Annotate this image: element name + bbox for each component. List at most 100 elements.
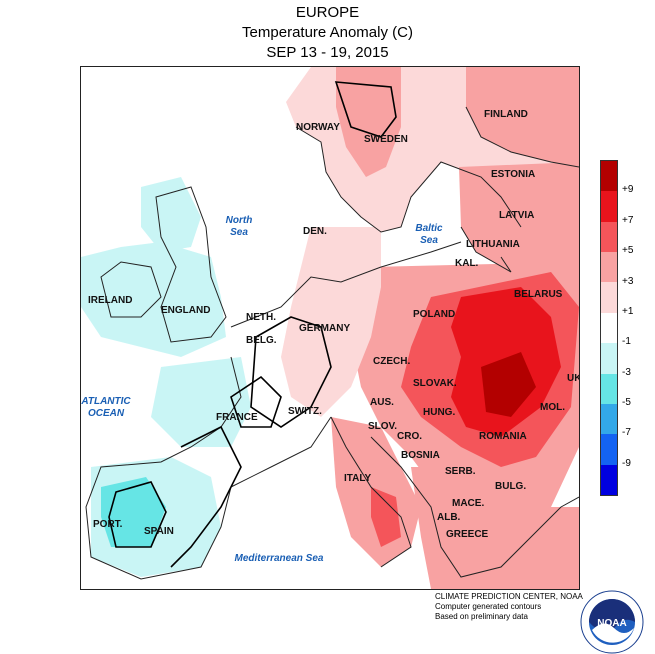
legend-swatch [601,403,617,435]
sweden-anomaly-region [336,67,401,177]
legend-swatch [601,312,617,344]
country-label-romania: ROMANIA [479,431,527,442]
legend-swatch [601,252,617,283]
legend-swatch [601,464,617,495]
sea-label-north-sea-line2: Sea [230,227,248,238]
france-iberia-coastline [85,356,332,580]
country-label-denmark: DEN. [303,226,327,237]
legend-label-minus-5: -5 [622,397,631,408]
noaa-logo: NOAA [580,590,644,654]
sea-label-north-sea-line1: North [225,215,253,226]
legend-swatch [601,282,617,313]
sea-label-baltic-sea-line2: Sea [420,235,438,246]
country-label-finland: FINLAND [484,109,528,120]
coastlines [85,106,579,580]
country-label-norway: NORWAY [296,122,340,133]
finland-anomaly-region [466,67,579,167]
country-label-bulgaria: BULG. [495,481,527,492]
legend-swatch [601,343,617,374]
western-france-anomaly-region [151,357,251,447]
legend-label-plus-1: +1 [622,306,634,317]
continental-coastline [230,241,462,328]
country-label-croatia: CRO. [397,431,422,442]
country-label-austria: AUS. [370,397,394,408]
country-label-czechia: CZECH. [373,356,411,367]
legend-label-minus-9: -9 [622,458,631,469]
sea-label-baltic-sea: Baltic Sea [409,223,449,247]
western-europe-contour [170,425,242,568]
legend-swatch [601,191,617,222]
sea-label-mediterranean-sea: Mediterranean Sea [219,553,339,565]
legend-label-plus-3: +3 [622,276,634,287]
country-label-greece: GREECE [446,529,489,540]
sea-label-atlantic-ocean: ATLANTIC OCEAN [81,396,131,420]
country-label-macedonia: MACE. [452,498,485,509]
country-label-england: ENGLAND [161,305,211,316]
norway-coastline [295,126,522,233]
central-europe-contour [250,316,332,428]
country-label-germany: GERMANY [299,323,351,334]
legend-swatch [601,434,617,465]
sea-label-baltic-sea-line1: Baltic [415,223,443,234]
country-label-slovenia: SLOV. [368,421,398,432]
british-isles-anomaly-region [81,242,226,357]
sea-label-atlantic-line2: OCEAN [87,408,125,419]
legend-swatch [601,221,617,253]
southern-italy-warm-spot [371,487,401,547]
british-isles-coastline [100,261,162,318]
anomaly-map: FINLAND NORWAY SWEDEN ESTONIA LATVIA LIT… [80,66,580,590]
legend-label-minus-7: -7 [622,427,631,438]
country-label-latvia: LATVIA [499,210,535,221]
central-iberia-cool-spot [101,477,166,547]
sweden-contour [334,81,397,138]
country-label-sweden: SWEDEN [364,134,408,145]
central-europe-anomaly-region [281,227,381,417]
country-label-lithuania: LITHUANIA [466,239,520,250]
country-label-serbia: SERB. [445,466,476,477]
credit-line-method: Computer generated contours [435,602,542,611]
map-title: EUROPE [295,4,360,21]
country-label-switzerland: SWITZ. [288,406,322,417]
balkans-coastline [370,436,579,578]
country-label-portugal: PORT. [93,519,123,530]
country-label-italy: ITALY [344,473,372,484]
legend-swatch [601,373,617,404]
anomaly-contours [108,81,397,568]
eastern-europe-hottest-core [481,352,536,417]
northern-britain-anomaly-region [141,177,201,252]
sea-label-north-sea: North Sea [219,215,259,239]
country-label-albania: ALB. [437,512,461,523]
legend-label-plus-7: +7 [622,215,634,226]
baltic-states-coastline [460,226,512,273]
map-subtitle: Temperature Anomaly (C) [242,24,413,41]
country-label-ireland: IRELAND [88,295,133,306]
country-label-moldova: MOL. [540,402,565,413]
country-label-spain: SPAIN [144,526,174,537]
great-britain-coastline [155,186,227,343]
legend-label-minus-1: -1 [622,336,631,347]
italy-coastline [330,416,412,568]
iberia-contour [108,481,167,548]
map-date-range: SEP 13 - 19, 2015 [266,44,389,61]
legend-swatch [601,161,617,192]
noaa-logo-text: NOAA [597,618,626,629]
credit-line-source: CLIMATE PREDICTION CENTER, NOAA [435,592,583,601]
country-label-netherlands: NETH. [246,312,276,323]
country-label-slovakia: SLOVAK. [413,378,457,389]
baltic-states-anomaly-region [459,162,579,272]
balkans-greece-anomaly-region [411,467,579,589]
legend-label-plus-5: +5 [622,245,634,256]
color-legend [600,160,618,496]
anomaly-map-canvas [81,67,579,589]
country-label-belarus: BELARUS [514,289,563,300]
credit-line-data-status: Based on preliminary data [435,612,528,621]
country-label-bosnia: BOSNIA [401,450,440,461]
country-label-hungary: HUNG. [423,407,456,418]
country-label-poland: POLAND [413,309,456,320]
sea-label-atlantic-line1: ATLANTIC [81,396,131,407]
finland-coastline [465,106,579,168]
sea-label-mediterranean-line1: Mediterranean Sea [234,553,324,564]
country-label-kaliningrad: KAL. [455,258,479,269]
country-label-estonia: ESTONIA [491,169,536,180]
france-contour [230,375,282,428]
